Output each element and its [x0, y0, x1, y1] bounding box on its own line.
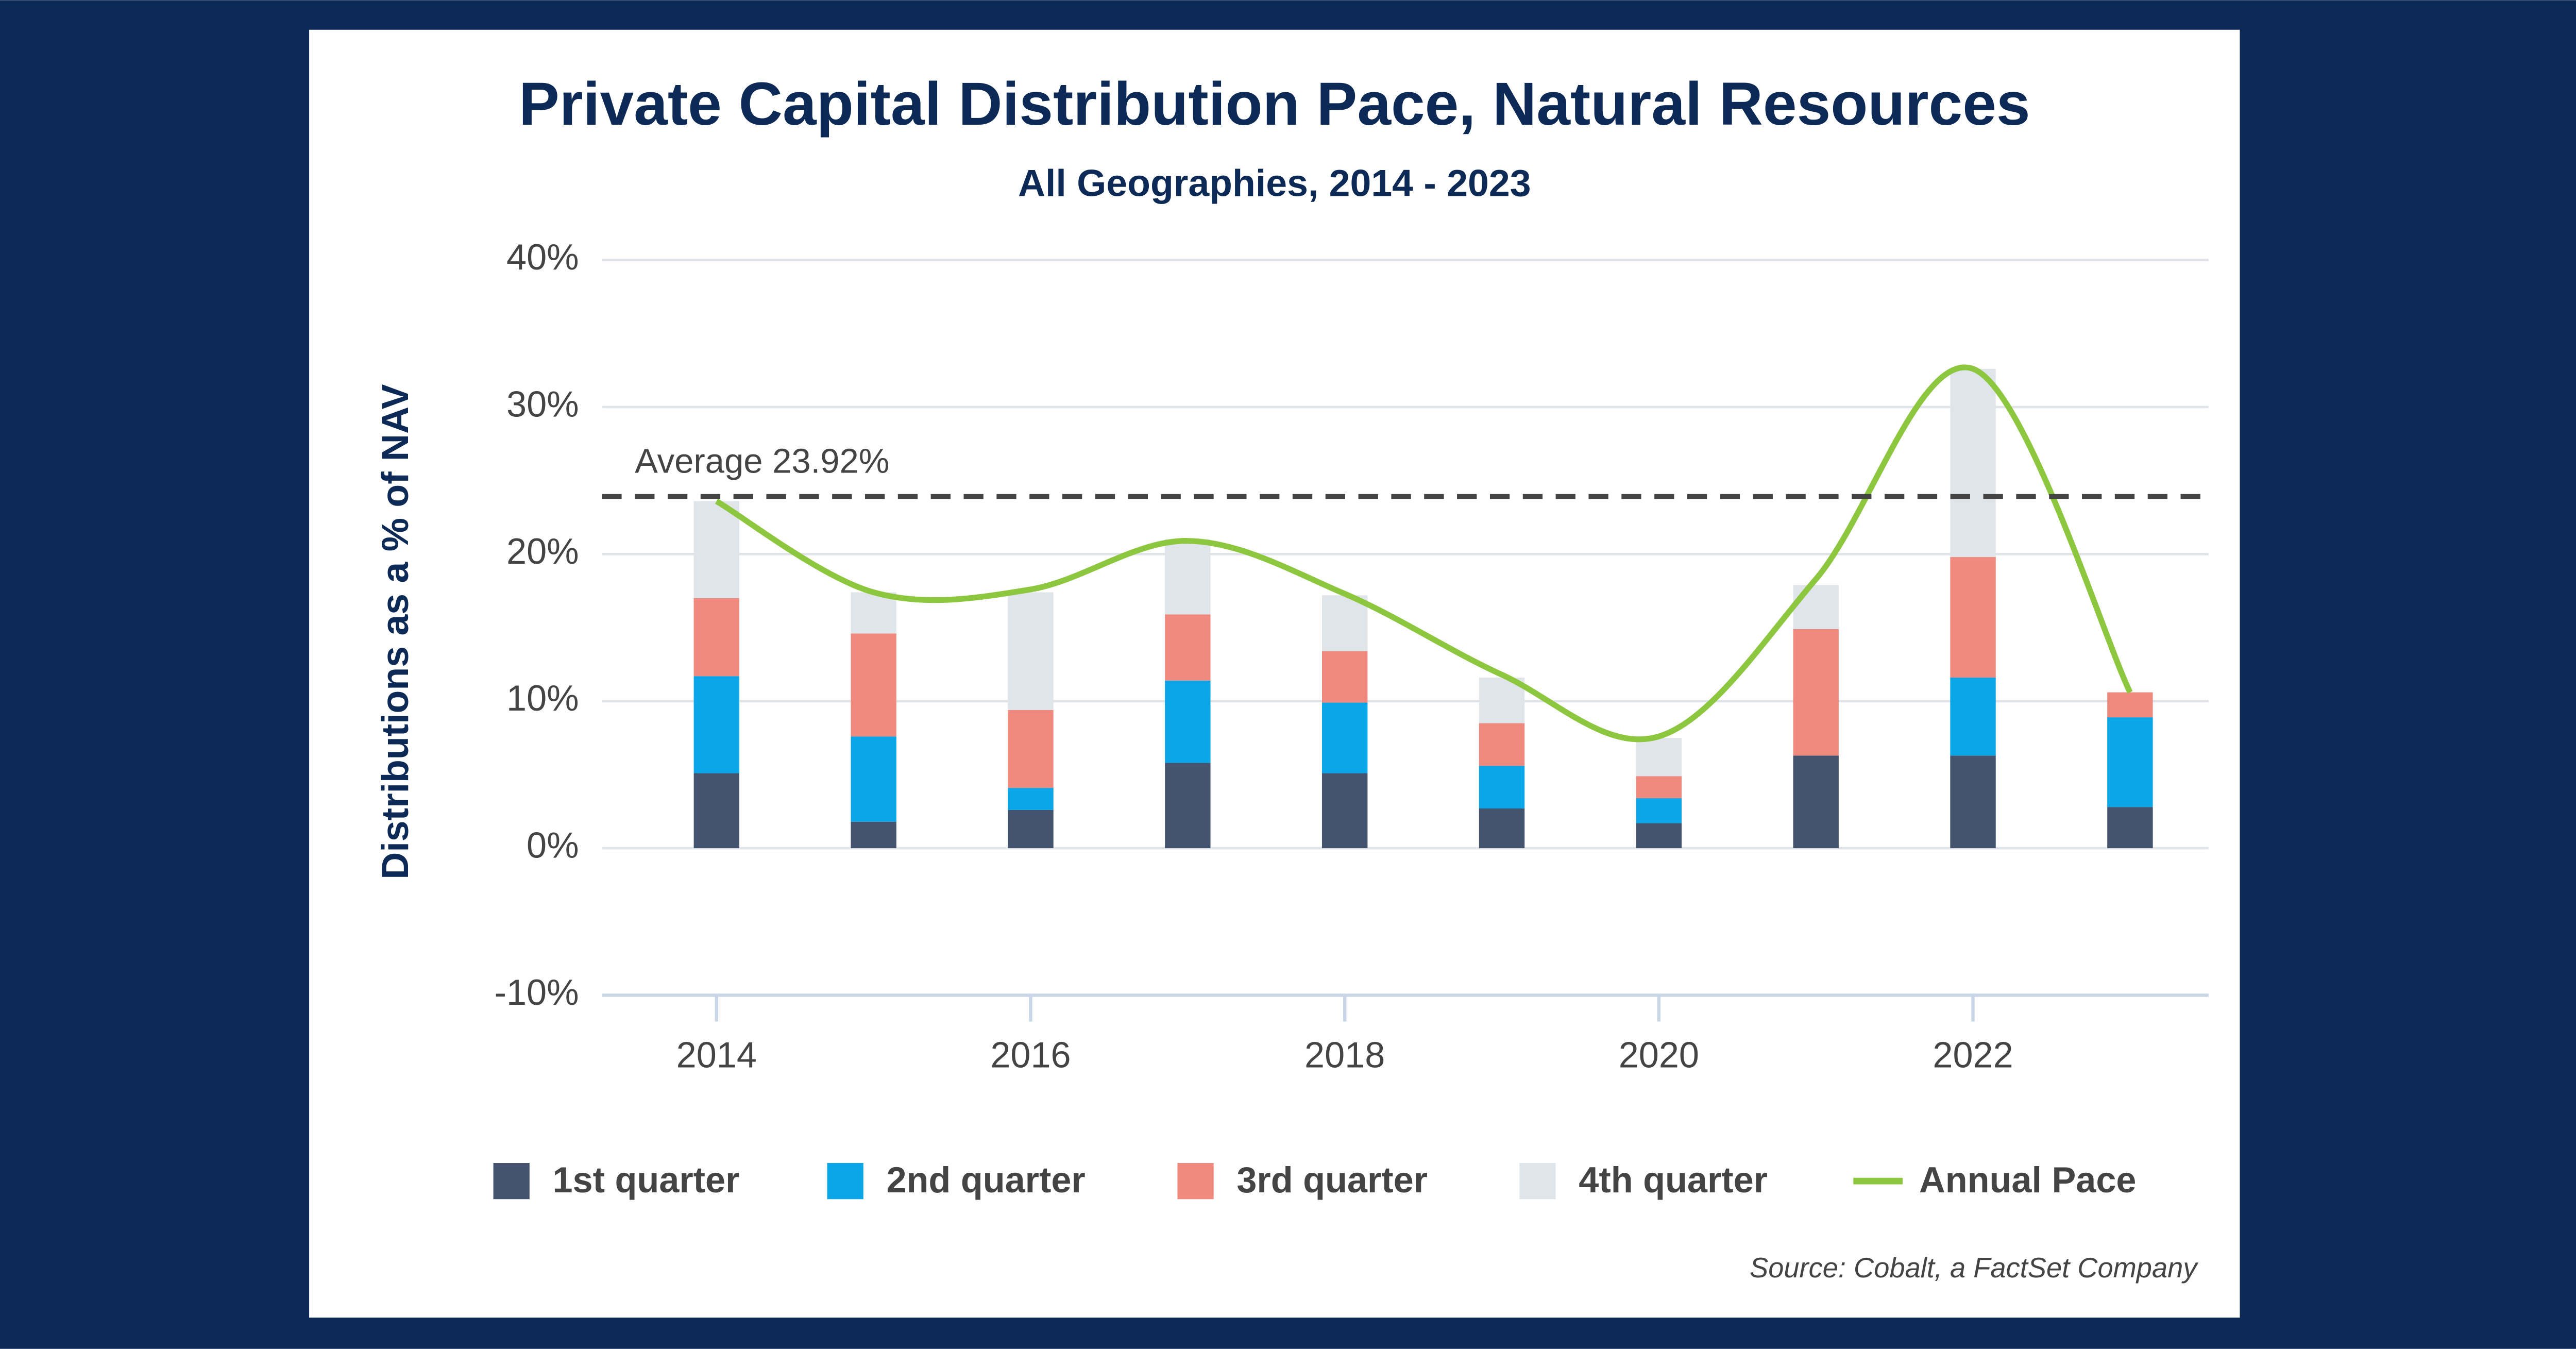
bar-segment [2107, 692, 2153, 718]
bar-segment [1008, 592, 1054, 710]
bar-segment [1479, 808, 1525, 849]
bar-segment [2107, 717, 2153, 807]
y-tick-label: 0% [527, 825, 579, 866]
bar-segment [1321, 773, 1368, 849]
bar-segment [851, 592, 896, 634]
panel [309, 29, 2240, 1318]
y-tick-label: 10% [506, 678, 579, 718]
y-tick-label: 20% [506, 531, 579, 571]
bar-segment [1165, 680, 1211, 763]
legend-swatch [1519, 1163, 1556, 1200]
bar-segment [1321, 651, 1368, 703]
y-tick-label: 30% [506, 384, 579, 425]
x-tick-label: 2014 [676, 1034, 757, 1075]
bar-segment [1636, 776, 1682, 799]
y-tick-label: -10% [495, 972, 579, 1013]
bar-segment [1165, 763, 1211, 849]
bar-segment [1008, 710, 1054, 788]
y-axis-label: Distributions as a % of NAV [374, 384, 416, 879]
bar-segment [1636, 798, 1682, 823]
bar-segment [693, 676, 739, 773]
bar-segment [1950, 368, 1996, 558]
bar-segment [1008, 788, 1054, 810]
x-tick-label: 2020 [1619, 1034, 1699, 1075]
bar-segment [1636, 823, 1682, 849]
bar-segment [1793, 629, 1839, 756]
bar-segment [1950, 557, 1996, 678]
bar-segment [851, 821, 896, 849]
bar-segment [693, 773, 739, 849]
bar-segment [1950, 678, 1996, 756]
x-tick-label: 2018 [1304, 1034, 1385, 1075]
bar-segment [1321, 595, 1368, 651]
bar-segment [1950, 755, 1996, 849]
legend-label: 2nd quarter [886, 1159, 1085, 1200]
chart-subtitle: All Geographies, 2014 - 2023 [1018, 162, 1531, 204]
bar-segment [1165, 614, 1211, 681]
legend-swatch [827, 1163, 863, 1200]
bar-segment [1636, 738, 1682, 777]
bar-segment [851, 633, 896, 737]
bar-segment [851, 736, 896, 822]
annual-pace-line [715, 364, 2133, 743]
chart-title: Private Capital Distribution Pace, Natur… [519, 70, 2030, 138]
legend-label: 4th quarter [1579, 1159, 1768, 1200]
bar-segment [693, 501, 739, 598]
bar-segment [693, 598, 739, 677]
bar-segment [1165, 539, 1211, 615]
bar-segment [1479, 766, 1525, 809]
legend-swatch [1177, 1163, 1214, 1200]
bar-segment [1321, 702, 1368, 773]
legend-label: 3rd quarter [1236, 1159, 1428, 1200]
y-tick-label: 40% [506, 237, 579, 277]
average-label: Average 23.92% [635, 442, 889, 480]
bar-segment [1479, 723, 1525, 766]
x-tick-label: 2022 [1933, 1034, 2013, 1075]
legend-label: Annual Pace [1919, 1159, 2136, 1200]
bar-segment [1793, 755, 1839, 849]
legend-label: 1st quarter [552, 1159, 739, 1200]
bar-segment [1793, 585, 1839, 629]
bar-segment [2107, 807, 2153, 849]
source: Source: Cobalt, a FactSet Company [1750, 1253, 2198, 1284]
x-tick-label: 2016 [990, 1034, 1071, 1075]
bar-segment [1008, 810, 1054, 849]
legend-swatch [493, 1163, 530, 1200]
